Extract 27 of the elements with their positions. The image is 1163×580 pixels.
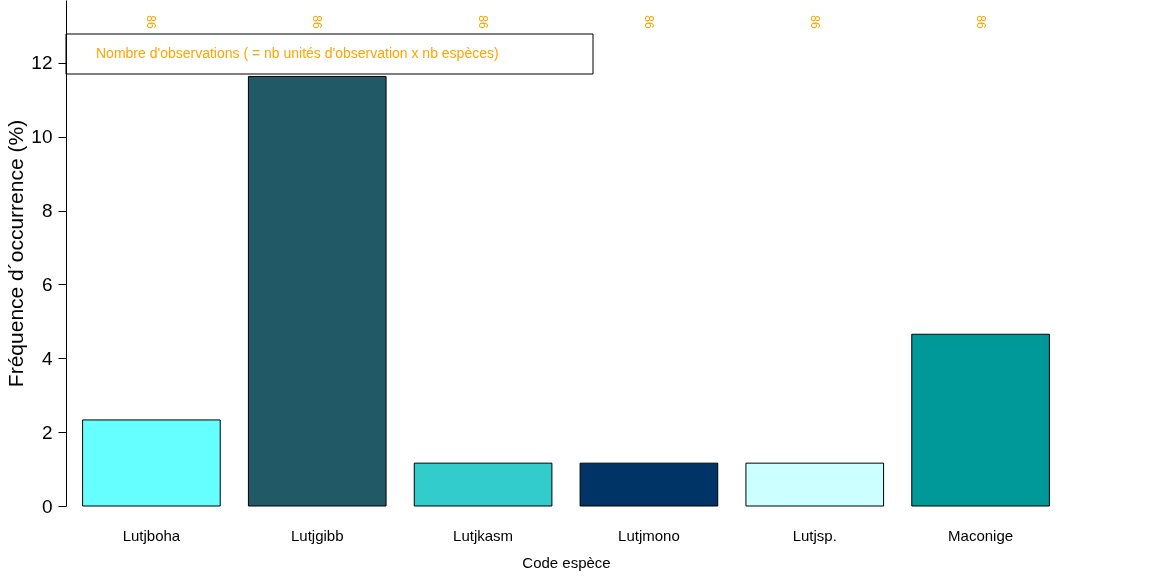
y-tick-label: 6: [41, 273, 53, 295]
bar: [82, 419, 221, 507]
x-axis-title: Code espèce: [522, 553, 611, 571]
x-tick-label: Lutjboha: [122, 526, 181, 544]
annotation: 86: [641, 15, 656, 29]
y-tick-label: 2: [41, 421, 53, 443]
x-tick-label: Lutjsp.: [792, 526, 837, 544]
annotation: 86: [973, 15, 988, 29]
annotation: 86: [807, 15, 822, 29]
x-tick-label: Lutjkasm: [453, 526, 514, 544]
y-axis-title: Fréquence d´occurrence (%): [4, 119, 28, 388]
annotation: 86: [476, 15, 491, 29]
annotation: 86: [310, 15, 325, 29]
x-tick-label: Lutjmono: [618, 526, 680, 544]
y-tick-label: 0: [41, 495, 53, 517]
y-tick-label: 10: [31, 126, 53, 148]
bar: [413, 462, 553, 507]
bar: [911, 333, 1050, 507]
y-tick-label: 4: [41, 347, 53, 369]
bar: [745, 462, 885, 507]
y-tick-label: 8: [41, 200, 53, 222]
x-tick-label: Lutjgibb: [290, 526, 344, 544]
x-tick-label: Maconige: [948, 526, 1014, 544]
annotation: Nombre d'observations ( = nb unités d'observation x nb espèces): [96, 45, 499, 61]
annotation: 86: [144, 15, 159, 29]
bar: [579, 462, 719, 507]
y-tick-label: 12: [31, 52, 53, 74]
